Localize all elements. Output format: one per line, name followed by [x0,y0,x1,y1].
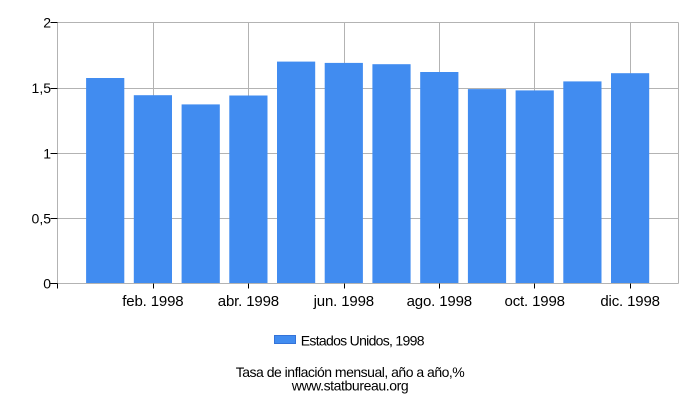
svg-text:0: 0 [43,276,51,292]
svg-text:abr. 1998: abr. 1998 [218,293,279,310]
svg-text:www.statbureau.org: www.statbureau.org [291,378,409,394]
svg-text:2: 2 [43,15,51,31]
svg-text:Tasa de inflación mensual, año: Tasa de inflación mensual, año a año,% [236,364,465,380]
svg-text:1: 1 [43,145,51,161]
svg-text:0,5: 0,5 [32,211,52,227]
svg-text:feb. 1998: feb. 1998 [122,293,183,310]
svg-text:1,5: 1,5 [32,80,52,96]
svg-text:Estados Unidos, 1998: Estados Unidos, 1998 [301,333,425,349]
svg-text:dic. 1998: dic. 1998 [600,293,660,310]
svg-text:jun. 1998: jun. 1998 [313,293,374,310]
svg-text:oct. 1998: oct. 1998 [505,293,565,310]
svg-text:ago. 1998: ago. 1998 [407,293,472,310]
